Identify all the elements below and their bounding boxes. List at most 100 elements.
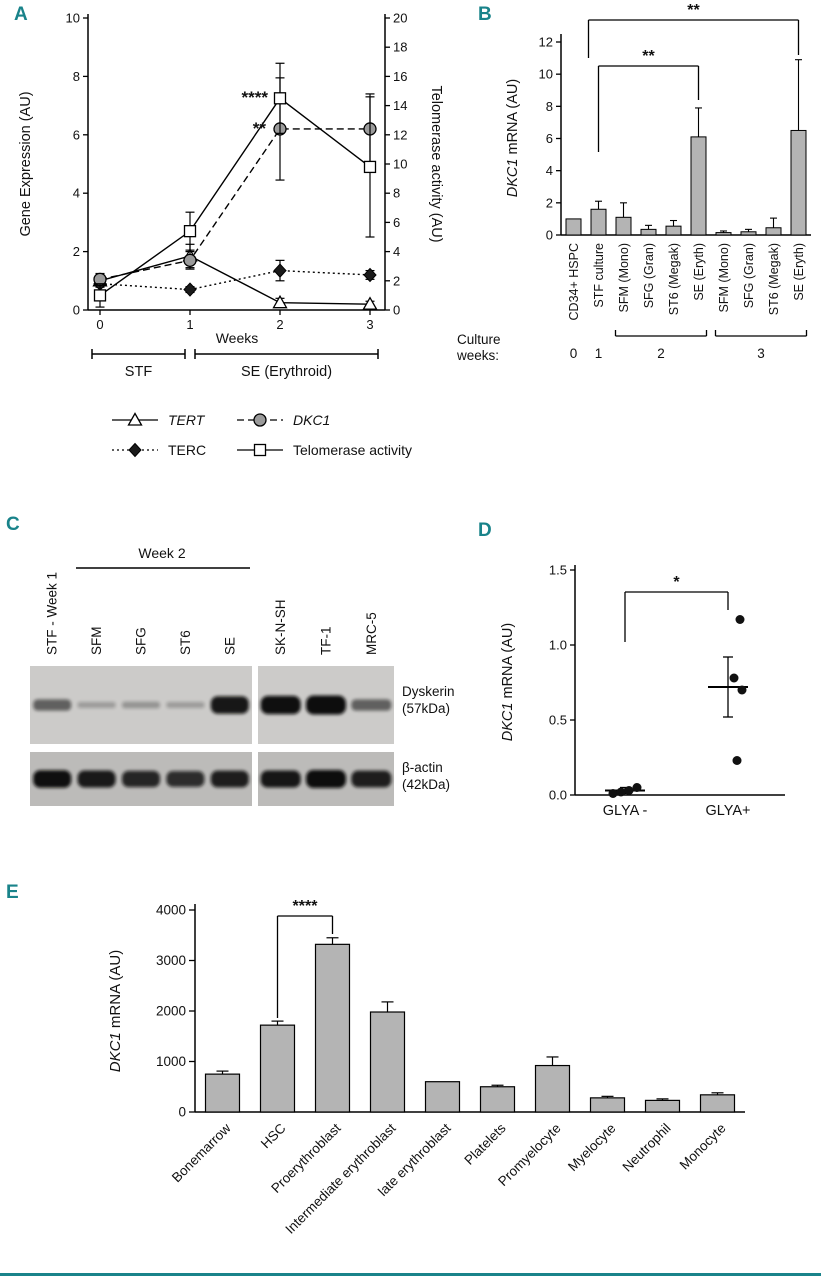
y-tick-label: 6 [393,215,400,230]
bar [369,1011,406,1113]
bar [479,1086,516,1113]
group-label: SE (Erythroid) [241,364,332,380]
category-label: Myelocyte [565,1121,619,1175]
data-point [729,673,739,683]
category-label: Bonemarrow [169,1120,234,1185]
culture-weeks-label: Culture [457,332,501,347]
footer-rule [0,1273,821,1276]
bar [715,232,732,236]
bar [790,129,807,236]
marker-square-open [93,289,107,302]
y-tick-label: 6 [546,131,553,146]
sig-label: * [673,574,680,591]
category-label: Monocyte [677,1121,729,1173]
y-tick-label: 0.5 [549,713,567,728]
y-axis-label: DKC1 mRNA (AU) [500,623,516,741]
blot-band [351,699,392,711]
tspan: mRNA (AU) [107,950,124,1033]
y-tick-label: 4 [73,186,80,201]
category-label: STF culture [592,243,606,308]
y-tick-label: 8 [73,69,80,84]
y-tick-label: 2000 [156,1004,186,1019]
series-dkc1 [93,77,377,286]
data-point [737,685,747,695]
blot-band [33,699,72,711]
legend-item: DKC1 [237,412,330,428]
bar [589,1097,626,1113]
y-tick-label: 12 [393,127,407,142]
bar [740,231,757,236]
y-tick-label: 0 [393,303,400,318]
y-tick-label: 0 [73,303,80,318]
lane-label: STF - Week 1 [45,572,60,655]
tspan: DKC1 [505,159,521,198]
y-tick-label: 2 [546,195,553,210]
blot-band [260,770,301,788]
y-axis-label-left: Gene Expression (AU) [18,91,34,236]
bar [314,943,351,1113]
y-axis-label: DKC1 mRNA (AU) [107,950,124,1073]
series-terc [93,259,377,297]
bar [690,136,707,236]
blot-band [210,696,249,714]
marker-triangle-open [272,294,288,309]
series-tert [92,243,378,310]
series-telomerase-activity [93,62,377,308]
week-number: 1 [595,346,603,361]
series-line [99,97,371,296]
y-tick-label: 4 [546,163,553,178]
blot-row-label: (57kDa) [402,701,450,716]
blot-band [260,695,301,715]
legend-label: Telomerase activity [293,442,412,458]
y-tick-label: 8 [393,186,400,201]
marker-diamond-filled [183,282,197,297]
lane-label: SE [222,637,237,655]
x-tick-label: 2 [276,317,283,332]
y-tick-label: 12 [539,35,553,50]
marker-triangle-open [362,296,378,310]
blot-band [33,770,72,788]
legend-label: TERC [168,442,206,458]
y-tick-label: 10 [393,157,407,172]
blot-row-label: β-actin [402,760,443,775]
category-label: SE (Eryth) [692,243,706,301]
series-line [99,255,371,305]
tspan: mRNA (AU) [505,79,521,159]
week-number: 2 [657,346,665,361]
y-tick-label: 4000 [156,903,186,918]
x-axis-label: Weeks [216,330,259,346]
bar [424,1081,461,1113]
category-label: SFG (Gran) [642,243,656,308]
lane-label: MRC-5 [364,612,379,655]
y-tick-label: 4 [393,244,400,259]
marker-circle-gray [183,253,197,268]
category-label: SFM (Mono) [717,243,731,312]
y-tick-label: 10 [66,11,80,26]
panel-E-svg: 0 1000 2000 3000 4000 DKC1 mRNA (AU) Bonemarro… [107,898,745,1237]
blot-band [77,701,116,709]
tspan: DKC1 [500,703,516,742]
x-tick-label: 1 [186,317,193,332]
panel-D-svg: 0.0 0.5 1.0 1.5 DKC1 mRNA (AU) GLYA - GLYA+ * [500,563,785,819]
marker-diamond-filled [273,263,287,278]
series-line [99,128,370,281]
panel-label-d: D [478,520,492,541]
culture-weeks-label: weeks: [456,348,499,363]
data-point [732,756,742,765]
y-tick-label: 1.5 [549,563,567,578]
tspan: DKC1 [107,1032,124,1072]
blot-band [306,770,346,788]
data-point [616,787,626,797]
y-tick-label: 10 [539,67,553,82]
bar [640,228,657,236]
category-label: ST6 (Megak) [667,243,681,315]
tspan: mRNA (AU) [500,623,516,703]
y-tick-label: 8 [546,99,553,114]
x-category-label: GLYA+ [705,803,750,819]
bar [590,208,607,236]
y-tick-label: 18 [393,40,407,55]
category-label: ST6 (Megak) [767,243,781,315]
x-tick-label: 0 [96,317,103,332]
